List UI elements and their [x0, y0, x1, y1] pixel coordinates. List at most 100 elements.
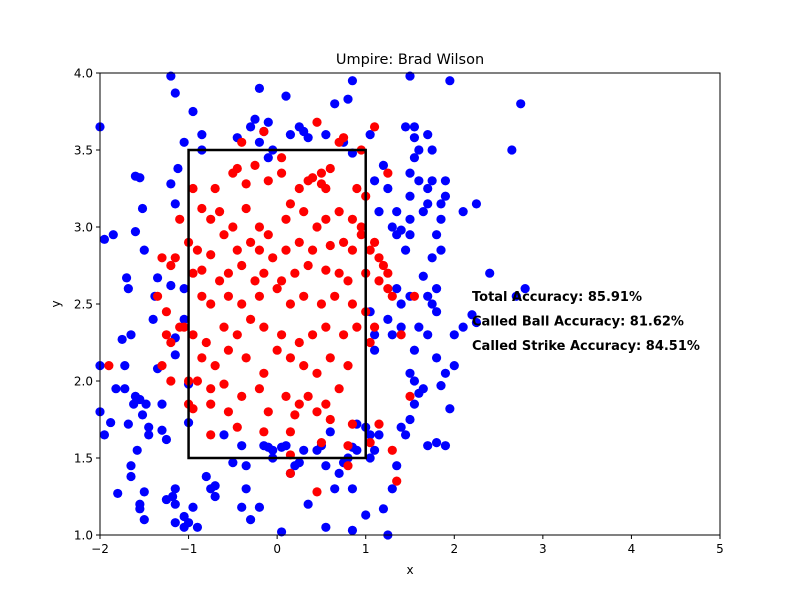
data-point: [241, 203, 251, 214]
y-tick-label: 3.5: [74, 144, 93, 158]
data-point: [179, 314, 189, 324]
data-point: [365, 430, 375, 440]
data-point: [347, 419, 358, 429]
data-point: [431, 230, 442, 240]
data-point: [281, 441, 291, 451]
data-point: [139, 245, 149, 255]
data-point: [347, 214, 358, 224]
data-point: [179, 284, 189, 294]
data-point: [197, 291, 207, 301]
data-point: [423, 199, 433, 209]
data-point: [294, 399, 304, 409]
data-point: [259, 322, 269, 332]
data-point: [250, 276, 260, 286]
data-point: [166, 71, 176, 81]
data-point: [170, 484, 180, 494]
data-point: [259, 268, 269, 278]
data-point: [135, 499, 145, 509]
data-point: [392, 284, 402, 294]
data-point: [285, 468, 296, 478]
data-point: [343, 441, 353, 451]
data-point: [307, 330, 318, 340]
data-point: [440, 441, 451, 451]
data-point: [263, 407, 273, 417]
y-axis-label: y: [49, 300, 63, 307]
data-point: [259, 126, 269, 137]
annotations: Total Accuracy: 85.91% Called Ball Accura…: [472, 290, 700, 354]
data-point: [157, 253, 167, 263]
data-point: [206, 299, 216, 309]
data-point: [123, 284, 133, 294]
y-tick-label: 4.0: [74, 67, 93, 81]
data-point: [321, 322, 331, 332]
data-point: [431, 353, 442, 363]
data-point: [206, 384, 216, 394]
data-point: [148, 314, 158, 324]
data-point: [237, 441, 247, 451]
data-point: [281, 91, 291, 101]
data-point: [325, 163, 335, 174]
data-point: [210, 481, 220, 491]
data-point: [254, 502, 265, 512]
accuracy-annotation: Total Accuracy: 85.91%: [472, 290, 642, 305]
data-point: [387, 484, 397, 494]
data-point: [325, 240, 335, 251]
data-point: [245, 237, 256, 247]
data-point: [316, 438, 327, 448]
data-point: [152, 273, 163, 283]
data-point: [374, 253, 384, 263]
data-point: [356, 222, 366, 232]
data-point: [405, 230, 415, 240]
data-point: [263, 230, 273, 240]
data-point: [409, 133, 420, 143]
data-point: [263, 176, 273, 186]
data-point: [170, 88, 180, 98]
data-point: [285, 199, 296, 209]
data-point: [281, 391, 291, 401]
data-point: [170, 518, 180, 528]
data-point: [392, 207, 402, 217]
data-point: [321, 130, 331, 140]
data-point: [206, 430, 216, 440]
data-point: [378, 504, 389, 514]
data-point: [347, 76, 358, 86]
data-point: [139, 515, 149, 525]
data-point: [400, 245, 411, 255]
data-point: [321, 522, 331, 532]
data-point: [365, 337, 375, 348]
data-point: [396, 299, 406, 309]
data-point: [316, 299, 327, 309]
data-point: [179, 137, 189, 147]
data-point: [219, 230, 229, 240]
data-point: [192, 376, 203, 386]
data-point: [137, 203, 148, 214]
data-point: [347, 484, 358, 494]
data-point: [369, 330, 380, 340]
data-point: [418, 271, 428, 281]
data-point: [299, 207, 309, 217]
data-point: [250, 114, 260, 124]
data-point: [241, 461, 251, 471]
data-point: [241, 484, 251, 494]
data-point: [449, 361, 459, 371]
data-point: [427, 299, 437, 309]
data-point: [365, 453, 375, 463]
data-point: [392, 476, 402, 486]
accuracy-annotation: Called Ball Accuracy: 81.62%: [472, 315, 684, 330]
data-point: [520, 284, 530, 294]
data-point: [241, 353, 251, 363]
data-point: [183, 518, 194, 528]
data-point: [268, 445, 278, 455]
data-point: [414, 176, 424, 186]
data-point: [405, 414, 415, 425]
data-point: [343, 276, 353, 286]
data-point: [197, 265, 207, 275]
data-point: [303, 499, 313, 509]
data-point: [232, 245, 242, 255]
data-point: [316, 168, 327, 178]
data-point: [123, 419, 133, 429]
data-point: [321, 265, 331, 275]
data-point: [294, 337, 304, 348]
data-point: [471, 317, 482, 328]
